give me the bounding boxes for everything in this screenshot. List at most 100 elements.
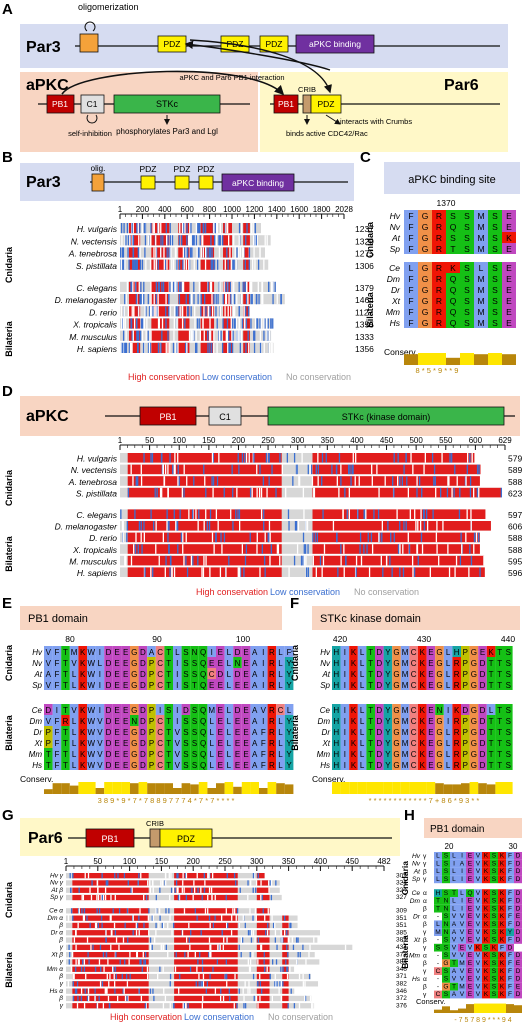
variable-site: [363, 509, 365, 519]
variable-site: [131, 306, 133, 317]
residue-cell: [434, 943, 442, 952]
residue-letter: V: [452, 913, 457, 920]
residue-letter: I: [262, 681, 264, 690]
residue-letter: E: [506, 307, 512, 317]
variable-site: [399, 544, 401, 554]
variable-site: [186, 247, 188, 258]
variable-site: [305, 555, 307, 566]
residue-cell: [418, 243, 432, 254]
variable-site: [247, 959, 249, 965]
residue-letter: E: [506, 318, 512, 328]
residue-cell: [383, 657, 393, 668]
residue-letter: D: [106, 750, 112, 759]
residue-letter: A: [252, 670, 258, 679]
variable-site: [101, 894, 103, 901]
residue-cell: [366, 657, 375, 668]
high-conservation-block: [256, 873, 265, 879]
residue-letter: L: [278, 670, 283, 679]
sequence-length: 351: [396, 915, 407, 922]
variable-site: [145, 894, 148, 901]
residue-letter: V: [452, 952, 457, 959]
variable-site: [202, 995, 204, 1002]
variable-site: [271, 995, 273, 1002]
residue-letter: T: [436, 905, 440, 912]
residue-letter: G: [131, 659, 137, 668]
residue-cell: [409, 668, 418, 679]
residue-letter: V: [476, 860, 481, 867]
variable-site: [136, 952, 138, 958]
variable-site: [233, 1003, 235, 1009]
variable-site: [228, 294, 230, 305]
residue-cell: [452, 715, 461, 726]
variable-site: [304, 995, 307, 1002]
panel-e-pos-90: 90: [152, 634, 162, 644]
species-label: X. tropicalis: [72, 545, 118, 555]
residue-cell: [482, 867, 490, 876]
residue-cell: [104, 715, 113, 726]
residue-cell: [112, 726, 122, 737]
variable-site: [96, 880, 99, 886]
residue-cell: [461, 726, 470, 737]
sequence-row: Ce H I K L T D Y G M C K E N I K D G D L T S: [320, 704, 513, 715]
variable-site: [270, 342, 272, 353]
residue-letter: L: [278, 739, 283, 748]
sequence-length: 1127: [355, 307, 374, 317]
conservation-bar: [138, 782, 148, 794]
panel-e: E PB1 domain 80 90 100 Hv V F T M K W I D E E G D A C T…: [2, 595, 294, 805]
residue-letter: Y: [286, 739, 292, 748]
residue-letter: L: [489, 706, 494, 715]
residue-letter: S: [492, 244, 498, 254]
residue-cell: [224, 646, 234, 657]
variable-site: [114, 988, 116, 994]
variable-site: [149, 988, 152, 994]
par3-b-cnidaria-label: Cnidaria: [4, 246, 14, 283]
variable-site: [168, 306, 170, 317]
residue-cell: [259, 715, 268, 726]
variable-site: [234, 247, 236, 258]
residue-letter: Y: [385, 648, 391, 657]
variable-site: [150, 567, 152, 577]
species-code: Dm: [387, 274, 400, 284]
conservation-bar: [233, 786, 242, 794]
variable-site: [243, 995, 245, 1002]
variable-site: [262, 476, 265, 486]
variable-site: [257, 281, 259, 292]
variable-site: [186, 306, 189, 317]
residue-letter: H: [333, 681, 339, 690]
residue-letter: L: [227, 670, 232, 679]
residue-cell: [241, 715, 251, 726]
variable-site: [275, 959, 278, 965]
variable-site: [227, 922, 229, 929]
variable-site: [160, 223, 162, 234]
residue-cell: [147, 737, 156, 748]
residue-cell: [450, 990, 458, 999]
variable-site: [260, 880, 262, 886]
residue-cell: [426, 679, 436, 690]
residue-letter: K: [484, 876, 489, 883]
conservation-bar: [78, 782, 87, 794]
high-conservation-block: [151, 281, 170, 292]
variable-site: [264, 318, 266, 329]
variable-site: [97, 922, 99, 929]
variable-site: [167, 235, 169, 246]
panel-f-conserv-label: Conserv.: [312, 774, 345, 784]
residue-cell: [452, 646, 461, 657]
residue-letter: S: [166, 706, 171, 715]
residue-cell: [44, 704, 53, 715]
variable-site: [201, 981, 203, 987]
residue-letter: D: [516, 905, 521, 912]
variable-site: [143, 521, 145, 531]
variable-site: [210, 944, 212, 950]
variable-site: [76, 1003, 79, 1009]
variable-site: [301, 453, 303, 463]
residue-cell: [155, 715, 165, 726]
variable-site: [253, 330, 255, 341]
residue-cell: [121, 646, 130, 657]
variable-site: [268, 880, 270, 886]
residue-cell: [259, 726, 268, 737]
residue-cell: [404, 317, 418, 328]
variable-site: [429, 567, 431, 577]
residue-cell: [259, 679, 268, 690]
paralog-label: β: [423, 921, 427, 928]
residue-cell: [357, 715, 367, 726]
